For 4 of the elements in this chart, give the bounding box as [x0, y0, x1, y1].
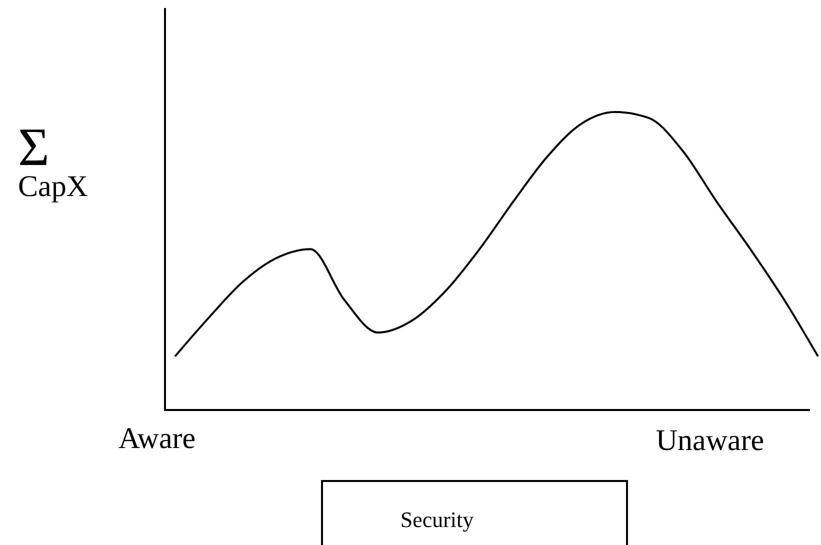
- y-axis-title: Σ CapX: [18, 117, 88, 203]
- text: Unaware: [656, 424, 764, 457]
- text: Security: [400, 507, 474, 532]
- text: Aware: [118, 422, 196, 455]
